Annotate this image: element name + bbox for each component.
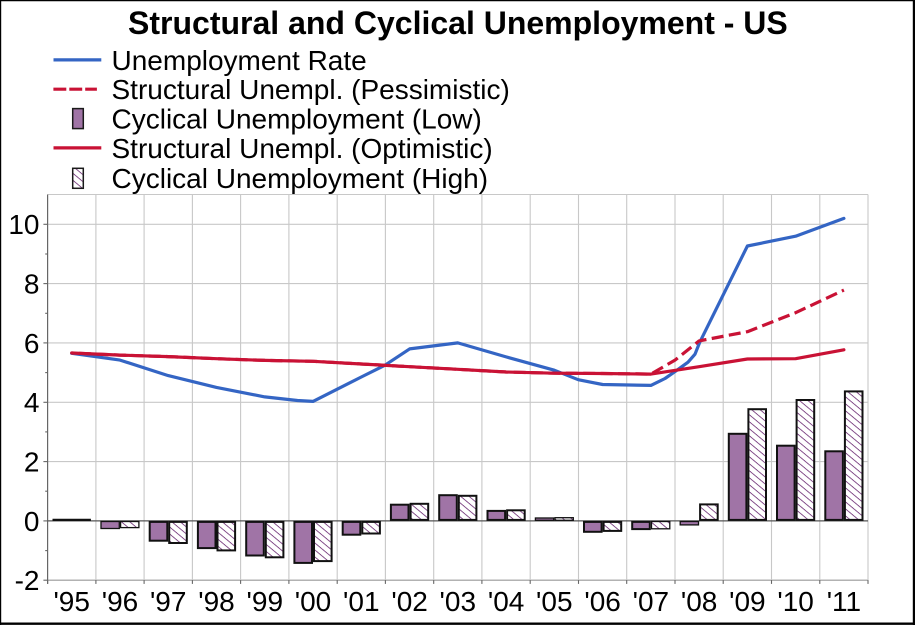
svg-text:'05: '05	[536, 586, 573, 617]
svg-text:'98: '98	[198, 586, 235, 617]
svg-text:'01: '01	[343, 586, 380, 617]
svg-text:'95: '95	[53, 586, 90, 617]
svg-text:4: 4	[24, 387, 40, 418]
svg-text:'03: '03	[440, 586, 477, 617]
svg-text:'07: '07	[633, 586, 670, 617]
svg-text:'06: '06	[584, 586, 621, 617]
svg-text:2: 2	[24, 447, 40, 478]
svg-text:Cyclical Unemployment (High): Cyclical Unemployment (High)	[112, 163, 489, 194]
svg-text:Structural Unempl. (Optimistic: Structural Unempl. (Optimistic)	[112, 133, 493, 164]
svg-text:'11: '11	[827, 586, 861, 617]
svg-text:6: 6	[24, 328, 40, 359]
svg-text:Structural and Cyclical Unempl: Structural and Cyclical Unemployment - U…	[128, 5, 788, 41]
svg-text:8: 8	[24, 269, 40, 300]
svg-text:Cyclical Unemployment (Low): Cyclical Unemployment (Low)	[112, 104, 482, 135]
svg-text:'08: '08	[681, 586, 718, 617]
svg-text:'10: '10	[777, 586, 814, 617]
svg-text:'00: '00	[295, 586, 332, 617]
svg-text:Unemployment Rate: Unemployment Rate	[112, 45, 367, 76]
svg-text:Structural Unempl. (Pessimisti: Structural Unempl. (Pessimistic)	[112, 74, 510, 105]
svg-text:'02: '02	[391, 586, 428, 617]
svg-text:0: 0	[24, 506, 40, 537]
svg-text:'96: '96	[102, 586, 139, 617]
svg-text:'97: '97	[150, 586, 187, 617]
svg-text:10: 10	[8, 209, 39, 240]
svg-text:-2: -2	[15, 565, 40, 596]
svg-text:'99: '99	[247, 586, 284, 617]
svg-text:'09: '09	[729, 586, 766, 617]
svg-text:'04: '04	[488, 586, 525, 617]
